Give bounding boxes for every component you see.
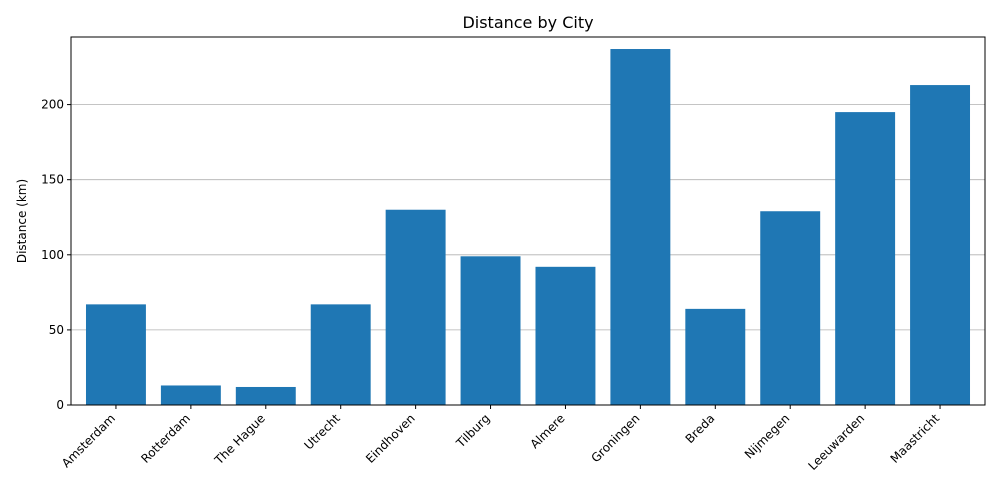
- bar-breda: [685, 308, 746, 405]
- bar-utrecht: [310, 304, 371, 405]
- bar-tilburg: [460, 256, 521, 405]
- y-tick-label: 200: [41, 98, 64, 112]
- x-tick-label: Utrecht: [301, 411, 343, 453]
- x-tick-label: Maastricht: [888, 411, 943, 466]
- y-tick-label: 100: [41, 248, 64, 262]
- bar-maastricht: [910, 85, 971, 405]
- bar-almere: [535, 266, 596, 405]
- bar-amsterdam: [85, 304, 146, 405]
- x-tick-label: Eindhoven: [363, 411, 418, 466]
- y-axis-label: Distance (km): [15, 179, 29, 263]
- x-tick-label: Leeuwarden: [805, 411, 867, 473]
- x-tick-label: Breda: [683, 411, 718, 446]
- x-tick-label: The Hague: [211, 411, 268, 468]
- y-tick-label: 150: [41, 173, 64, 187]
- chart-title: Distance by City: [462, 13, 593, 32]
- x-tick-label: Amsterdam: [59, 411, 118, 470]
- x-tick-label: Nijmegen: [742, 411, 792, 461]
- bar-rotterdam: [160, 385, 221, 405]
- bar-leeuwarden: [835, 112, 896, 405]
- x-tick-label: Rotterdam: [138, 411, 193, 466]
- bar-the-hague: [235, 386, 296, 405]
- bar-eindhoven: [385, 209, 446, 405]
- bar-nijmegen: [760, 211, 821, 405]
- x-tick-label: Almere: [528, 411, 568, 451]
- bars: [85, 49, 971, 405]
- x-tick-label: Groningen: [588, 411, 642, 465]
- y-axis: 0 50 100 150 200: [41, 98, 71, 412]
- y-tick-label: 50: [49, 323, 64, 337]
- y-gridlines: [71, 104, 985, 331]
- y-tick-label: 0: [56, 398, 64, 412]
- bar-groningen: [610, 49, 671, 405]
- x-tick-label: Tilburg: [453, 411, 493, 451]
- x-axis: Amsterdam Rotterdam The Hague Utrecht Eindho…: [59, 405, 942, 473]
- plot-frame: [70, 36, 986, 406]
